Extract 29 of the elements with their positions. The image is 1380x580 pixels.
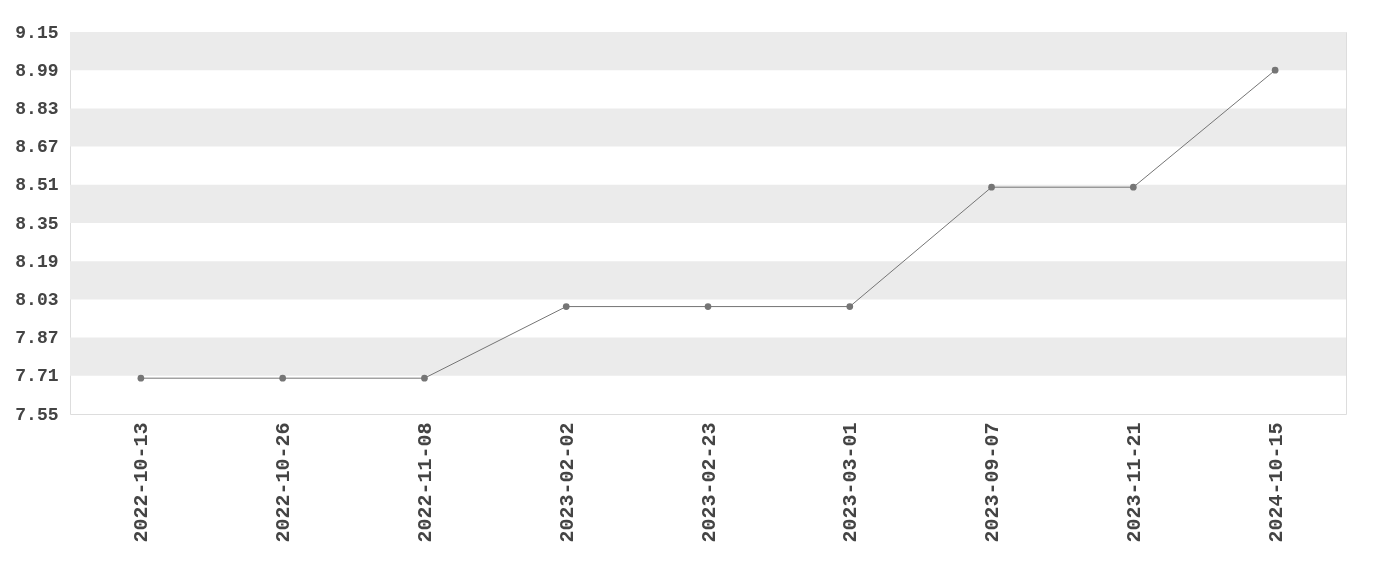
point	[1129, 183, 1137, 191]
point	[279, 374, 287, 382]
point	[137, 374, 145, 382]
x-tick-label: 2023-09-07	[981, 422, 1005, 543]
y-tick-label: 8.99	[15, 60, 59, 81]
x-tick-label: 2023-11-21	[1122, 422, 1146, 543]
x-tick-label: 2023-03-01	[839, 422, 863, 543]
y-tick-label: 8.19	[15, 251, 59, 272]
y-tick-label: 8.03	[15, 289, 59, 310]
x-tick-label: 2022-10-26	[272, 422, 296, 543]
y-tick-label: 9.15	[15, 22, 59, 43]
point	[988, 183, 995, 191]
y-tick-label: 8.83	[15, 98, 59, 119]
x-tick-label: 2024-10-15	[1264, 422, 1288, 543]
point	[846, 303, 854, 310]
x-tick-label: 2023-02-02	[555, 422, 579, 543]
y-tick-label: 7.87	[15, 328, 59, 349]
x-tick-label: 2022-10-13	[130, 422, 154, 543]
point	[1271, 66, 1279, 74]
y-tick-label: 7.71	[15, 366, 59, 387]
x-tick-label: 2023-02-23	[697, 422, 721, 543]
point	[562, 303, 570, 310]
point	[704, 303, 712, 310]
y-tick-label: 8.51	[15, 175, 59, 196]
y-tick-label: 8.35	[15, 213, 59, 234]
x-tick-label: 2022-11-08	[413, 422, 437, 543]
point	[421, 374, 428, 382]
y-tick-label: 8.67	[15, 137, 59, 158]
y-tick-label: 7.55	[15, 404, 59, 425]
